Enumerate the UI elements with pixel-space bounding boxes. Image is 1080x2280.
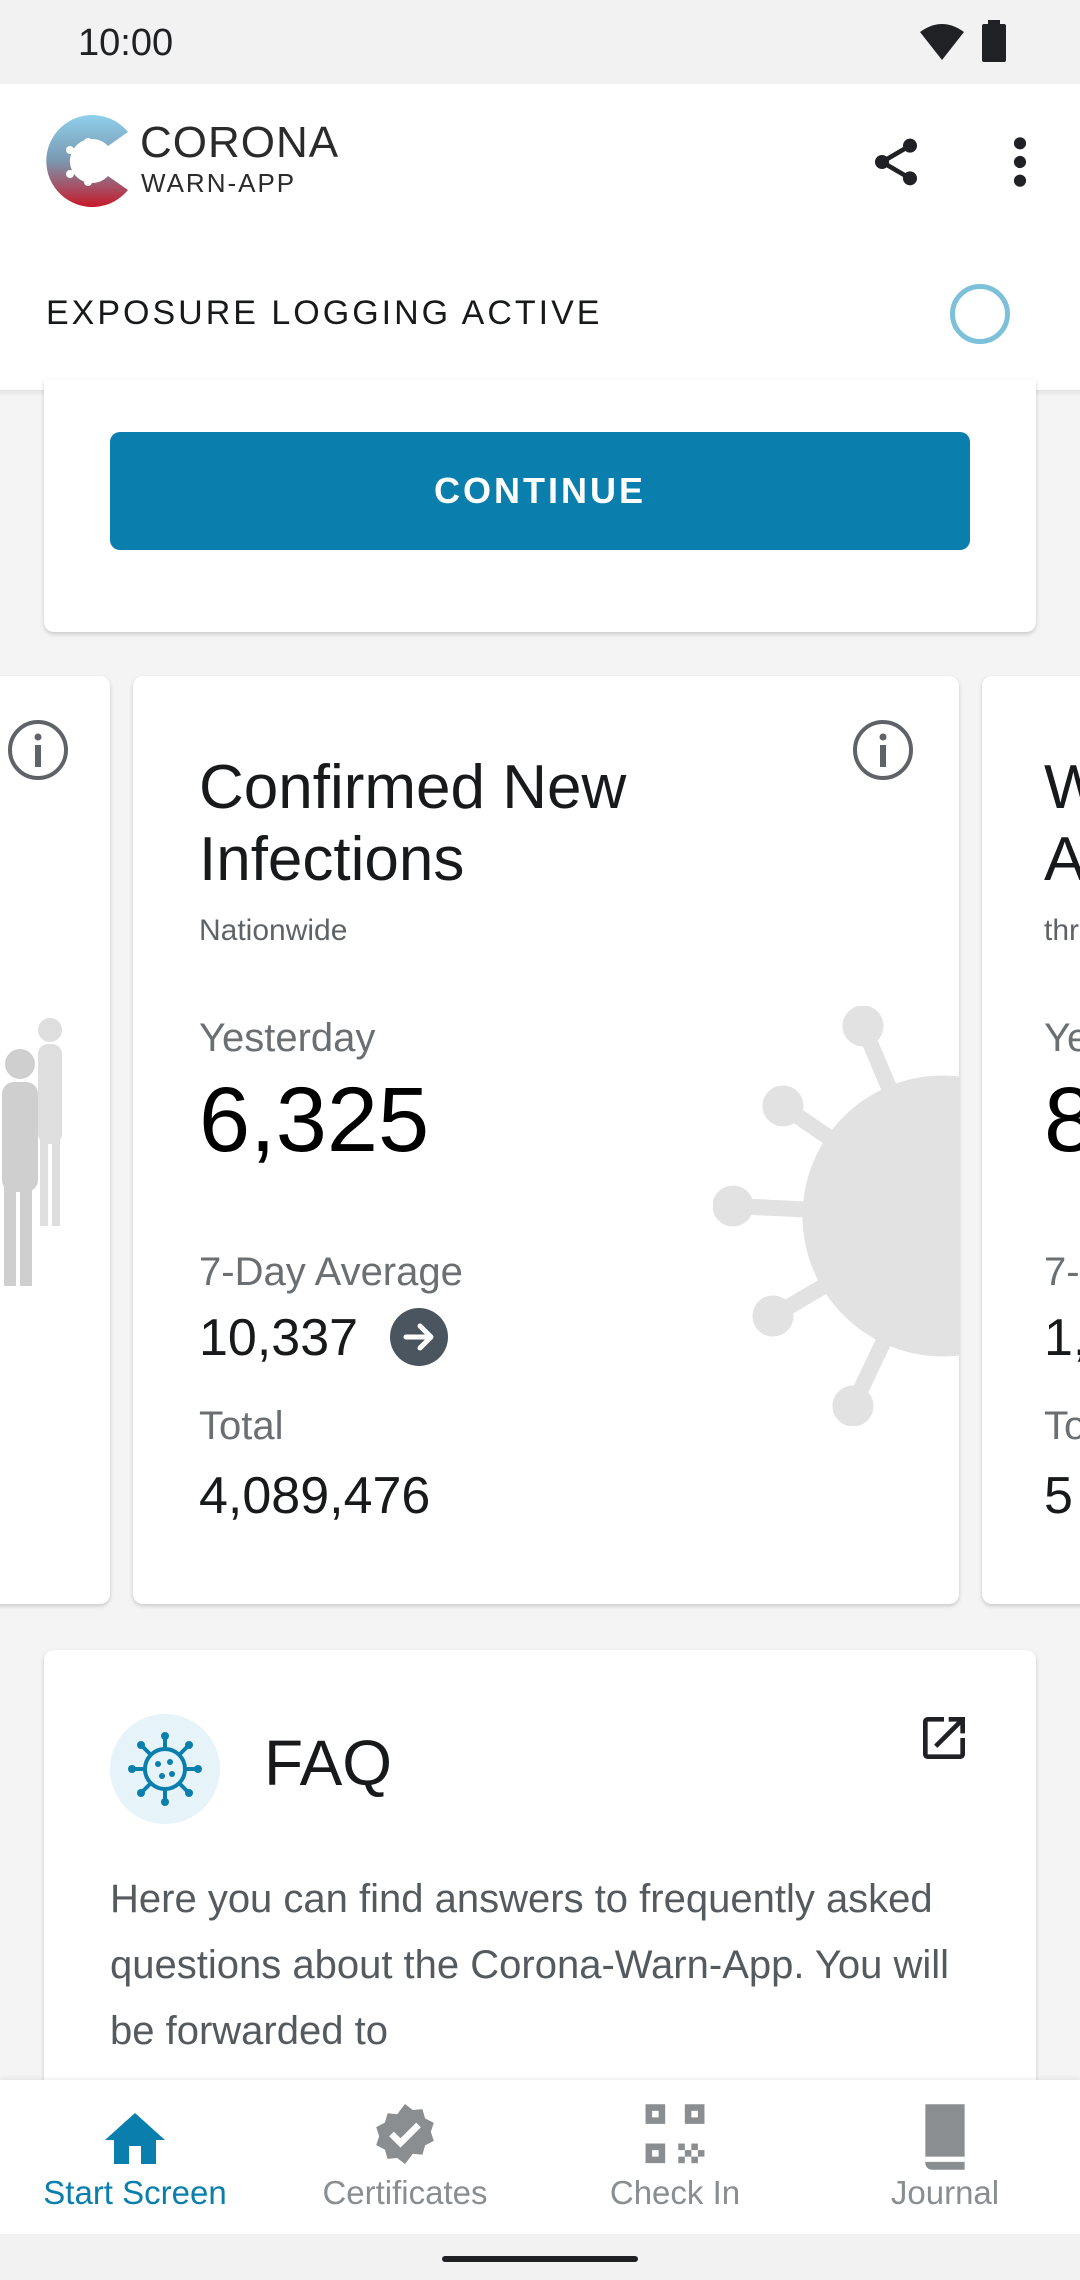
stat-card-title-line2: A <box>1044 825 1080 894</box>
app-bar: CORONA WARN-APP EXPOSURE LOGGING ACTIVE <box>0 84 1080 392</box>
total-label: To <box>1044 1404 1080 1448</box>
nav-label: Certificates <box>322 2174 488 2211</box>
stats-card-confirmed-infections: Confirmed New Infections Nationwide Yest… <box>133 676 959 1604</box>
seven-day-average-value: 1, <box>1044 1309 1080 1367</box>
exposure-status-ring-icon <box>950 284 1010 344</box>
stat-card-title: Confirmed New Infections <box>199 752 626 896</box>
total-value: 5 <box>1044 1467 1073 1525</box>
stat-card-title-line1: Confirmed New <box>199 753 627 822</box>
people-silhouette-icon <box>2 1018 62 1286</box>
home-icon <box>105 2113 165 2164</box>
nav-certificates[interactable]: Certificates <box>270 2080 540 2234</box>
corona-warn-app-logo <box>46 115 128 207</box>
yesterday-value: 8 <box>1044 1069 1080 1171</box>
info-icon[interactable] <box>851 718 915 782</box>
nav-label: Start Screen <box>43 2174 227 2211</box>
seven-day-average-label: 7-Day Average <box>199 1250 463 1294</box>
info-icon[interactable] <box>6 718 70 782</box>
virus-background-icon <box>713 1006 959 1426</box>
risk-card: CONTINUE <box>44 380 1036 632</box>
faq-title: FAQ <box>264 1727 393 1799</box>
status-bar: 10:00 <box>0 0 1080 84</box>
wifi-icon <box>920 24 964 60</box>
certificate-badge-icon <box>376 2104 434 2164</box>
stat-card-subtitle: thr <box>1044 914 1080 947</box>
open-external-icon[interactable] <box>916 1710 972 1766</box>
arrow-right-icon <box>390 1308 448 1366</box>
yesterday-label: Yesterday <box>199 1016 376 1060</box>
brand-name: CORONA <box>140 118 340 167</box>
stat-card-subtitle: Nationwide <box>199 914 348 947</box>
nav-start-screen[interactable]: Start Screen <box>0 2080 270 2234</box>
yesterday-value: 6,325 <box>199 1069 430 1171</box>
more-vert-icon[interactable] <box>1000 134 1040 190</box>
seven-day-average-label: 7- <box>1044 1250 1080 1294</box>
share-icon[interactable] <box>868 134 924 190</box>
stat-card-title-line2: Infections <box>199 825 465 894</box>
nav-label: Journal <box>890 2174 1000 2211</box>
continue-button[interactable]: CONTINUE <box>110 432 970 550</box>
yesterday-label: Ye <box>1044 1016 1080 1060</box>
home-gesture-handle[interactable] <box>442 2256 638 2262</box>
stat-card-title-line1: W <box>1044 753 1080 822</box>
stats-card-next[interactable]: W A thr Ye 8 7- 1, To 5 <box>982 676 1080 1604</box>
journal-book-icon <box>925 2104 965 2170</box>
battery-icon <box>982 20 1006 62</box>
exposure-logging-status[interactable]: EXPOSURE LOGGING ACTIVE <box>46 294 603 332</box>
brand-subname: WARN-APP <box>141 168 297 198</box>
seven-day-average-value: 10,337 <box>199 1309 359 1367</box>
nav-label: Check In <box>609 2174 741 2211</box>
bottom-navigation: Start Screen Certificates Check In Journ… <box>0 2080 1080 2234</box>
total-label: Total <box>199 1404 284 1448</box>
stats-card-previous[interactable] <box>0 676 110 1604</box>
faq-description: Here you can find answers to frequently … <box>110 1877 950 2053</box>
stat-card-title: W A <box>1044 752 1080 896</box>
gesture-bar <box>0 2234 1080 2280</box>
nav-check-in[interactable]: Check In <box>540 2080 810 2234</box>
virus-icon <box>110 1714 220 1824</box>
status-time: 10:00 <box>78 22 174 64</box>
nav-journal[interactable]: Journal <box>810 2080 1080 2234</box>
total-value: 4,089,476 <box>199 1467 431 1525</box>
qr-code-icon <box>645 2104 705 2164</box>
